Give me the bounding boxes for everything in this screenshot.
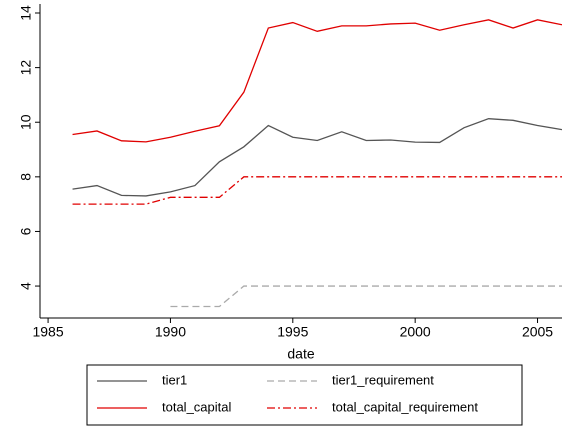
- legend: tier1 tier1_requirement total_capital total…: [86, 364, 523, 426]
- y-tick-label: 10: [18, 114, 34, 130]
- x-tick-label: 2000: [400, 324, 431, 340]
- series-line: [72, 19, 562, 143]
- legend-label: tier1_requirement: [332, 372, 434, 387]
- legend-box: [86, 364, 523, 426]
- x-tick-label: 1985: [32, 324, 63, 340]
- x-tick-label: 2005: [522, 324, 553, 340]
- series-line: [72, 118, 562, 197]
- legend-label: tier1: [162, 372, 187, 387]
- y-tick-label: 4: [18, 282, 34, 290]
- series-line: [72, 176, 562, 205]
- x-tick-label: 1990: [155, 324, 186, 340]
- y-tick-label: 12: [18, 60, 34, 76]
- x-axis-label: date: [287, 346, 314, 362]
- legend-label: total_capital: [162, 399, 231, 414]
- y-tick-label: 6: [18, 227, 34, 235]
- series-line: [170, 285, 562, 308]
- y-tick-label: 8: [18, 173, 34, 181]
- x-tick-label: 1995: [277, 324, 308, 340]
- legend-label: total_capital_requirement: [332, 399, 478, 414]
- y-tick-label: 14: [18, 5, 34, 21]
